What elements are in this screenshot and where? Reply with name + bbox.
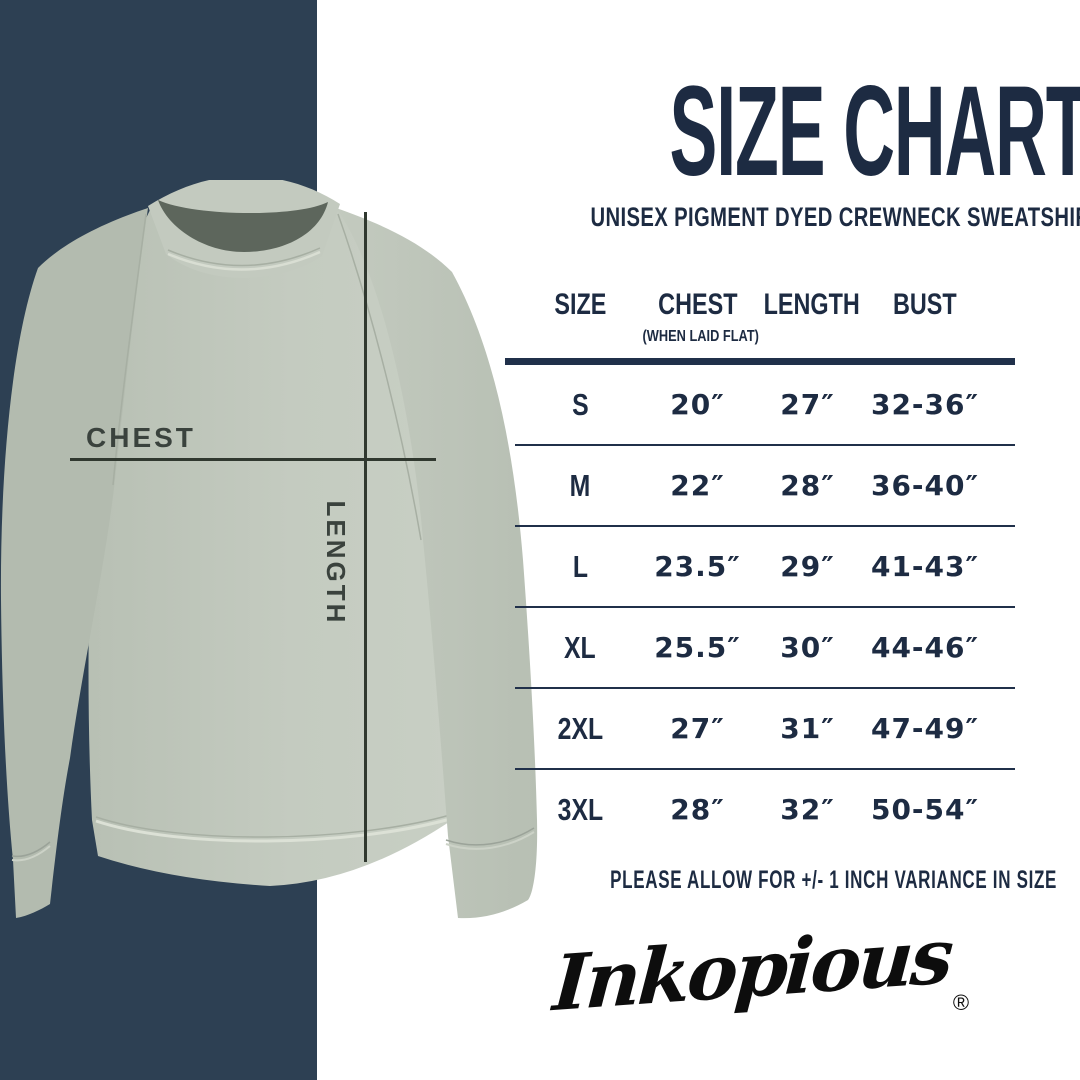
product-subtitle: UNISEX PIGMENT DYED CREWNECK SWEATSHIRT	[590, 202, 1080, 232]
variance-note: PLEASE ALLOW FOR +/- 1 INCH VARIANCE IN …	[610, 866, 1058, 894]
size-value: L	[572, 548, 588, 584]
chest-value: 27″	[670, 712, 725, 745]
bust-value: 32-36″	[870, 388, 980, 421]
collar-seam-highlight	[167, 250, 321, 271]
table-row: XL 25.5″ 30″ 44-46″	[515, 606, 1015, 687]
size-value: XL	[564, 629, 596, 665]
length-value: 32″	[780, 793, 835, 826]
right-sleeve	[336, 208, 538, 919]
bust-value: 41-43″	[870, 550, 980, 583]
length-measure-label: LENGTH	[321, 500, 351, 626]
size-table-header: SIZE CHEST LENGTH BUST	[515, 288, 1015, 322]
size-value: 2XL	[557, 710, 603, 746]
table-row: S 20″ 27″ 32-36″	[515, 365, 1015, 444]
table-row: 3XL 28″ 32″ 50-54″	[515, 768, 1015, 849]
bust-value: 50-54″	[870, 793, 980, 826]
length-measure-line	[364, 212, 367, 862]
sweatshirt-body	[88, 193, 461, 886]
column-header-chest: CHEST	[657, 288, 738, 321]
length-value: 29″	[780, 550, 835, 583]
right-cuff-seam-highlight	[445, 831, 535, 850]
table-row: M 22″ 28″ 36-40″	[515, 444, 1015, 525]
chest-value: 20″	[670, 388, 725, 421]
table-row: L 23.5″ 29″ 41-43″	[515, 525, 1015, 606]
left-cuff-seam	[11, 841, 51, 858]
chest-value: 25.5″	[654, 631, 741, 664]
length-value: 30″	[780, 631, 835, 664]
chest-value: 28″	[670, 793, 725, 826]
table-header-rule	[505, 358, 1015, 365]
chest-value: 22″	[670, 469, 725, 502]
sweatshirt-photo	[0, 180, 538, 919]
size-table: SIZE CHEST LENGTH BUST (WHEN LAID FLAT) …	[505, 288, 1015, 827]
hem-seam	[95, 814, 451, 838]
collar-seam	[167, 247, 321, 267]
brand-logo: Inkopious®	[505, 911, 1015, 1028]
bust-value: 36-40″	[870, 469, 980, 502]
size-table-body: S 20″ 27″ 32-36″ M 22″ 28″ 36-40″ L 23.5…	[515, 365, 1015, 849]
brand-name: Inkopious	[550, 910, 954, 1029]
size-value: S	[571, 386, 589, 422]
column-header-bust: BUST	[893, 288, 957, 321]
size-value: M	[569, 467, 591, 503]
length-value: 31″	[780, 712, 835, 745]
bust-value: 44-46″	[870, 631, 980, 664]
left-armhole-seam	[112, 213, 147, 486]
column-header-size: SIZE	[553, 288, 607, 321]
registered-trademark-symbol: ®	[952, 990, 970, 1015]
right-cuff-seam	[445, 827, 535, 846]
size-value: 3XL	[557, 791, 603, 827]
chest-measure-line	[70, 458, 436, 461]
length-value: 27″	[780, 388, 835, 421]
table-row: 2XL 27″ 31″ 47-49″	[515, 687, 1015, 768]
right-armhole-seam	[337, 213, 422, 541]
hem-seam-highlight	[95, 817, 451, 843]
left-sleeve	[0, 208, 148, 918]
bust-value: 47-49″	[870, 712, 980, 745]
chest-value: 23.5″	[654, 550, 741, 583]
chest-note: (WHEN LAID FLAT)	[642, 328, 759, 345]
length-value: 28″	[780, 469, 835, 502]
page-title: SIZE CHART	[669, 60, 1080, 203]
left-cuff-seam-highlight	[11, 845, 51, 862]
chest-measure-label: CHEST	[86, 422, 196, 453]
column-header-length: LENGTH	[763, 288, 860, 321]
collar-opening-shadow	[158, 200, 328, 252]
